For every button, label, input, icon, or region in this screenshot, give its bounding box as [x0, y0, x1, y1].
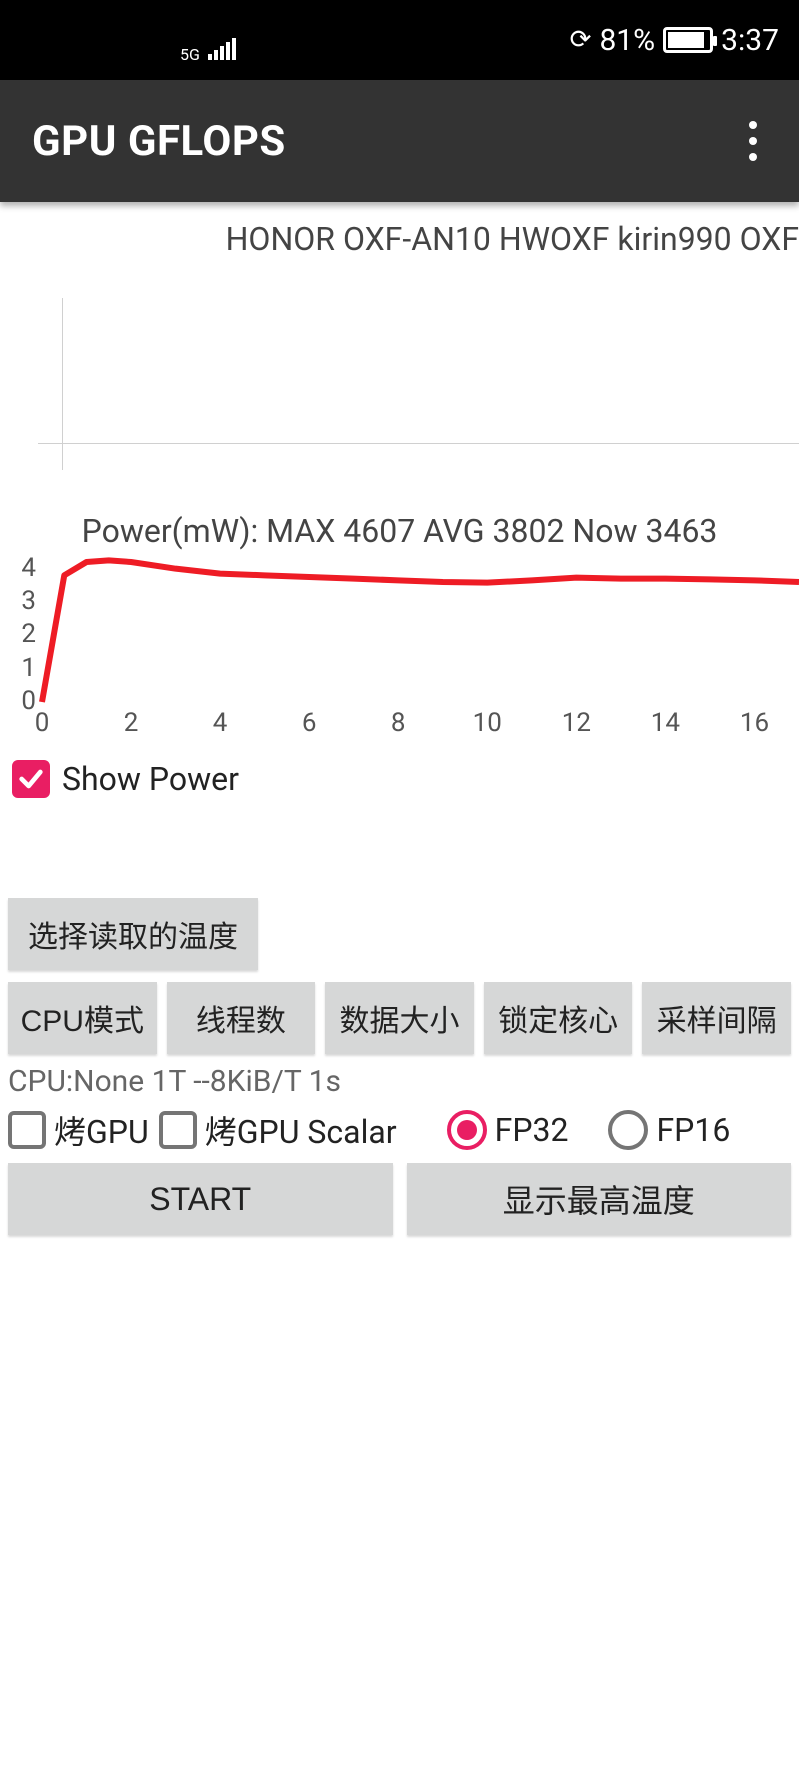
- y-tick-label: 2: [6, 619, 36, 649]
- x-tick-label: 10: [467, 708, 507, 738]
- signal-icon: [208, 38, 236, 60]
- power-caption: Power(mW): MAX 4607 AVG 3802 Now 3463: [0, 498, 799, 552]
- threads-button[interactable]: 线程数: [167, 982, 316, 1054]
- x-tick-label: 12: [556, 708, 596, 738]
- x-tick-label: 4: [200, 708, 240, 738]
- show-power-label: Show Power: [62, 760, 239, 798]
- chart-top: [0, 298, 799, 498]
- fp32-label: FP32: [495, 1111, 569, 1149]
- gpu-scalar-checkbox[interactable]: [159, 1111, 197, 1149]
- lock-core-button[interactable]: 锁定核心: [484, 982, 633, 1054]
- start-button[interactable]: START: [8, 1163, 393, 1235]
- cpu-mode-button[interactable]: CPU模式: [8, 982, 157, 1054]
- app-title: GPU GFLOPS: [32, 117, 286, 166]
- gpu-stress-label: 烤GPU: [54, 1107, 149, 1153]
- show-power-row: Show Power: [0, 752, 799, 798]
- fp32-radio[interactable]: [447, 1110, 487, 1150]
- sample-interval-button[interactable]: 采样间隔: [642, 982, 791, 1054]
- check-icon: [17, 765, 45, 793]
- network-label: 5G: [180, 45, 200, 64]
- mode-row: 烤GPU 烤GPU Scalar FP32 FP16: [0, 1103, 799, 1163]
- x-tick-label: 2: [111, 708, 151, 738]
- device-info: HONOR OXF-AN10 HWOXF kirin990 OXF: [0, 202, 799, 258]
- fp16-radio[interactable]: [608, 1110, 648, 1150]
- overflow-menu-icon[interactable]: [739, 111, 767, 171]
- cpu-status: CPU:None 1T --8KiB/T 1s: [8, 1060, 791, 1103]
- battery-icon: [663, 27, 713, 53]
- x-tick-label: 0: [22, 708, 62, 738]
- x-tick-label: 14: [645, 708, 685, 738]
- clock: 3:37: [721, 23, 779, 58]
- show-power-checkbox[interactable]: [12, 760, 50, 798]
- data-size-button[interactable]: 数据大小: [325, 982, 474, 1054]
- gpu-scalar-label: 烤GPU Scalar: [205, 1107, 397, 1153]
- config-button-row: CPU模式线程数数据大小锁定核心采样间隔: [8, 982, 791, 1060]
- show-max-temp-button[interactable]: 显示最高温度: [407, 1163, 792, 1235]
- x-tick-label: 6: [289, 708, 329, 738]
- gpu-stress-checkbox[interactable]: [8, 1111, 46, 1149]
- x-tick-label: 8: [378, 708, 418, 738]
- y-tick-label: 4: [6, 553, 36, 583]
- temp-select-button[interactable]: 选择读取的温度: [8, 898, 258, 970]
- network-indicator: 5G: [180, 38, 236, 64]
- status-bar: 5G ⟳ 81% 3:37: [0, 0, 799, 80]
- x-tick-label: 16: [734, 708, 774, 738]
- y-tick-label: 1: [6, 653, 36, 683]
- fp16-label: FP16: [656, 1111, 730, 1149]
- app-bar: GPU GFLOPS: [0, 80, 799, 202]
- power-chart: 01234 0246810121416: [0, 552, 799, 752]
- rotation-lock-icon: ⟳: [570, 25, 592, 55]
- y-tick-label: 3: [6, 586, 36, 616]
- battery-percent: 81%: [599, 23, 655, 58]
